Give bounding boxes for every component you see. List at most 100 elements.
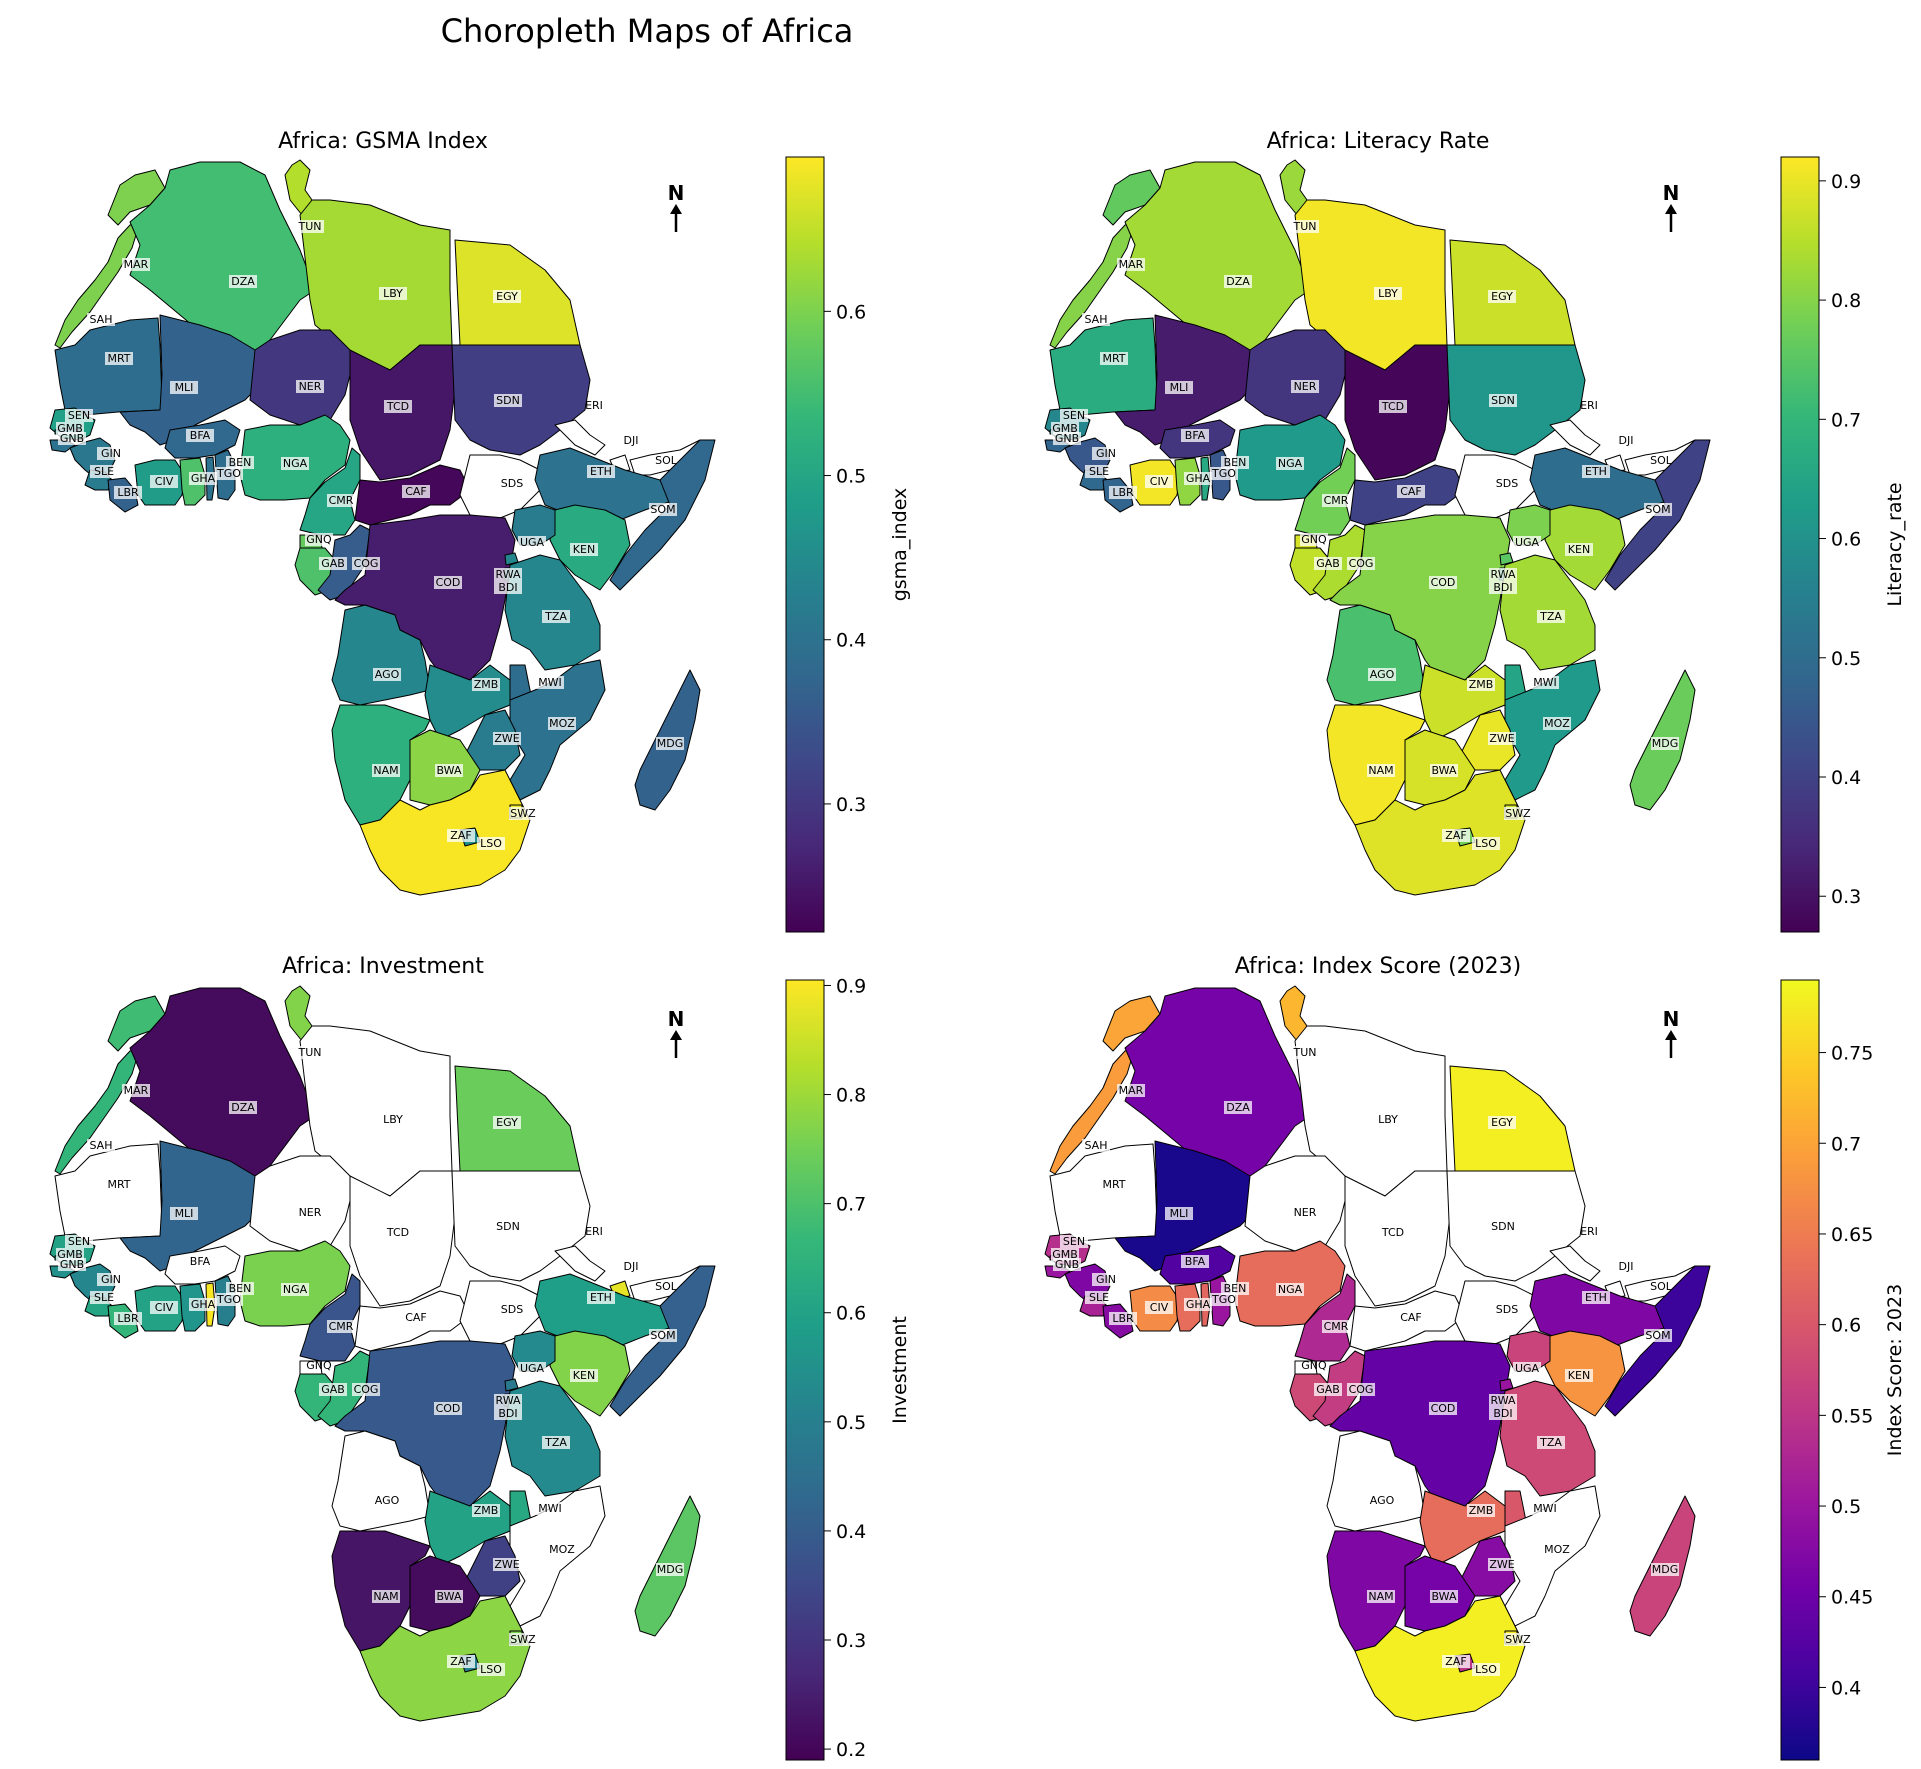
country-label-nga: NGA <box>1278 457 1303 470</box>
country-label-bdi: BDI <box>1493 1407 1512 1420</box>
country-sds[interactable] <box>459 454 541 521</box>
country-label-mwi: MWI <box>1533 1502 1557 1515</box>
country-eri[interactable] <box>1549 1245 1601 1282</box>
country-label-bg <box>1060 1235 1088 1248</box>
country-label-som: SOM <box>1645 503 1670 516</box>
country-label-bg <box>1442 1655 1470 1668</box>
country-zaf[interactable] <box>359 1595 531 1722</box>
country-label-bg <box>493 1558 521 1571</box>
country-zaf[interactable] <box>1354 1595 1526 1722</box>
country-sds[interactable] <box>1454 454 1536 521</box>
country-label-lbr: LBR <box>117 1312 139 1325</box>
country-lby[interactable] <box>1294 1025 1448 1197</box>
country-label-bg <box>1565 1369 1593 1382</box>
country-label-nga: NGA <box>283 457 308 470</box>
figure-title: Choropleth Maps of Africa <box>441 12 854 50</box>
country-label-swz: SWZ <box>510 1633 536 1646</box>
country-label-bg <box>56 422 84 435</box>
country-label-bg <box>1467 1504 1495 1517</box>
country-label-bg <box>1145 475 1173 488</box>
country-ner[interactable] <box>1244 329 1351 426</box>
country-label-mar: MAR <box>124 258 149 271</box>
north-arrow: N <box>1663 1007 1679 1058</box>
colorbar-tick-label: 0.6 <box>836 1303 866 1325</box>
country-lby[interactable] <box>299 199 453 371</box>
colorbar-tick-label: 0.6 <box>1831 1315 1861 1337</box>
country-label-zmb: ZMB <box>1469 678 1494 691</box>
country-sds[interactable] <box>459 1280 541 1347</box>
country-label-bg <box>570 1369 598 1382</box>
country-label-zmb: ZMB <box>474 1504 499 1517</box>
colorbar-tick-label: 0.3 <box>1831 886 1861 908</box>
country-label-bg <box>1053 1258 1081 1271</box>
country-ago[interactable] <box>331 604 431 706</box>
country-ago[interactable] <box>331 1430 431 1532</box>
country-label-bg <box>1276 457 1304 470</box>
country-label-bg <box>1347 1383 1375 1396</box>
country-label-bg <box>1513 536 1541 549</box>
country-sdn[interactable] <box>451 1170 591 1282</box>
country-label-cmr: CMR <box>1324 1320 1349 1333</box>
country-label-bg <box>434 1402 462 1415</box>
country-label-bg <box>1109 486 1137 499</box>
country-label-mdg: MDG <box>657 737 684 750</box>
country-label-bg <box>352 1383 380 1396</box>
country-sdn[interactable] <box>1446 1170 1586 1282</box>
map-panel-4: Africa: Index Score (2023) MAR SAH DZA TUN LB… <box>1044 954 1906 1761</box>
country-label-tza: TZA <box>1539 1436 1562 1449</box>
country-eri[interactable] <box>554 1245 606 1282</box>
country-zaf[interactable] <box>359 769 531 896</box>
country-label-zaf: ZAF <box>450 829 471 842</box>
colorbar-tick-label: 0.5 <box>836 466 866 488</box>
country-label-bg <box>114 1312 142 1325</box>
country-label-dji: DJI <box>1619 1260 1634 1273</box>
country-label-gmb: GMB <box>1052 422 1078 435</box>
country-eri[interactable] <box>554 419 606 456</box>
country-uga[interactable] <box>511 1330 556 1372</box>
country-label-tun: TUN <box>1293 220 1317 233</box>
country-label-bg <box>1531 676 1559 689</box>
country-bfa[interactable] <box>164 1245 241 1285</box>
country-label-som: SOM <box>650 1329 675 1342</box>
country-uga[interactable] <box>511 504 556 546</box>
country-ago[interactable] <box>1326 604 1426 706</box>
country-ner[interactable] <box>1244 1155 1351 1252</box>
country-lby[interactable] <box>1294 199 1448 371</box>
country-label-bg <box>372 764 400 777</box>
country-ner[interactable] <box>249 329 356 426</box>
country-label-sle: SLE <box>1089 1291 1109 1304</box>
country-label-bg <box>1291 220 1319 233</box>
country-label-egy: EGY <box>1491 1116 1513 1129</box>
north-label: N <box>1663 181 1680 205</box>
country-label-bg <box>281 1283 309 1296</box>
country-label-cod: COD <box>1431 1402 1456 1415</box>
country-label-tza: TZA <box>1539 610 1562 623</box>
country-uga[interactable] <box>1506 1330 1551 1372</box>
country-label-gha: GHA <box>1186 472 1211 485</box>
country-label-gin: GIN <box>101 1273 121 1286</box>
country-uga[interactable] <box>1506 504 1551 546</box>
country-zaf[interactable] <box>1354 769 1526 896</box>
country-label-bwa: BWA <box>437 764 462 777</box>
country-label-bg <box>87 313 115 326</box>
country-label-caf: CAF <box>405 485 427 498</box>
colorbar-tick-label: 0.4 <box>836 1521 866 1543</box>
country-label-sah: SAH <box>90 313 113 326</box>
country-label-bg <box>372 1590 400 1603</box>
country-label-bg <box>65 409 93 422</box>
country-label-bg <box>150 1301 178 1314</box>
country-moz[interactable] <box>509 1485 606 1627</box>
country-sds[interactable] <box>1454 1280 1536 1347</box>
country-label-bg <box>1184 1298 1212 1311</box>
country-label-bwa: BWA <box>1432 1590 1457 1603</box>
country-lby[interactable] <box>299 1025 453 1197</box>
country-eri[interactable] <box>1549 419 1601 456</box>
country-ago[interactable] <box>1326 1430 1426 1532</box>
country-tcd[interactable] <box>349 1170 456 1307</box>
country-moz[interactable] <box>1504 1485 1601 1627</box>
country-tcd[interactable] <box>1344 1170 1451 1307</box>
country-ner[interactable] <box>249 1155 356 1252</box>
country-label-ago: AGO <box>1370 1494 1395 1507</box>
country-label-bg <box>319 557 347 570</box>
country-label-nam: NAM <box>373 1590 398 1603</box>
